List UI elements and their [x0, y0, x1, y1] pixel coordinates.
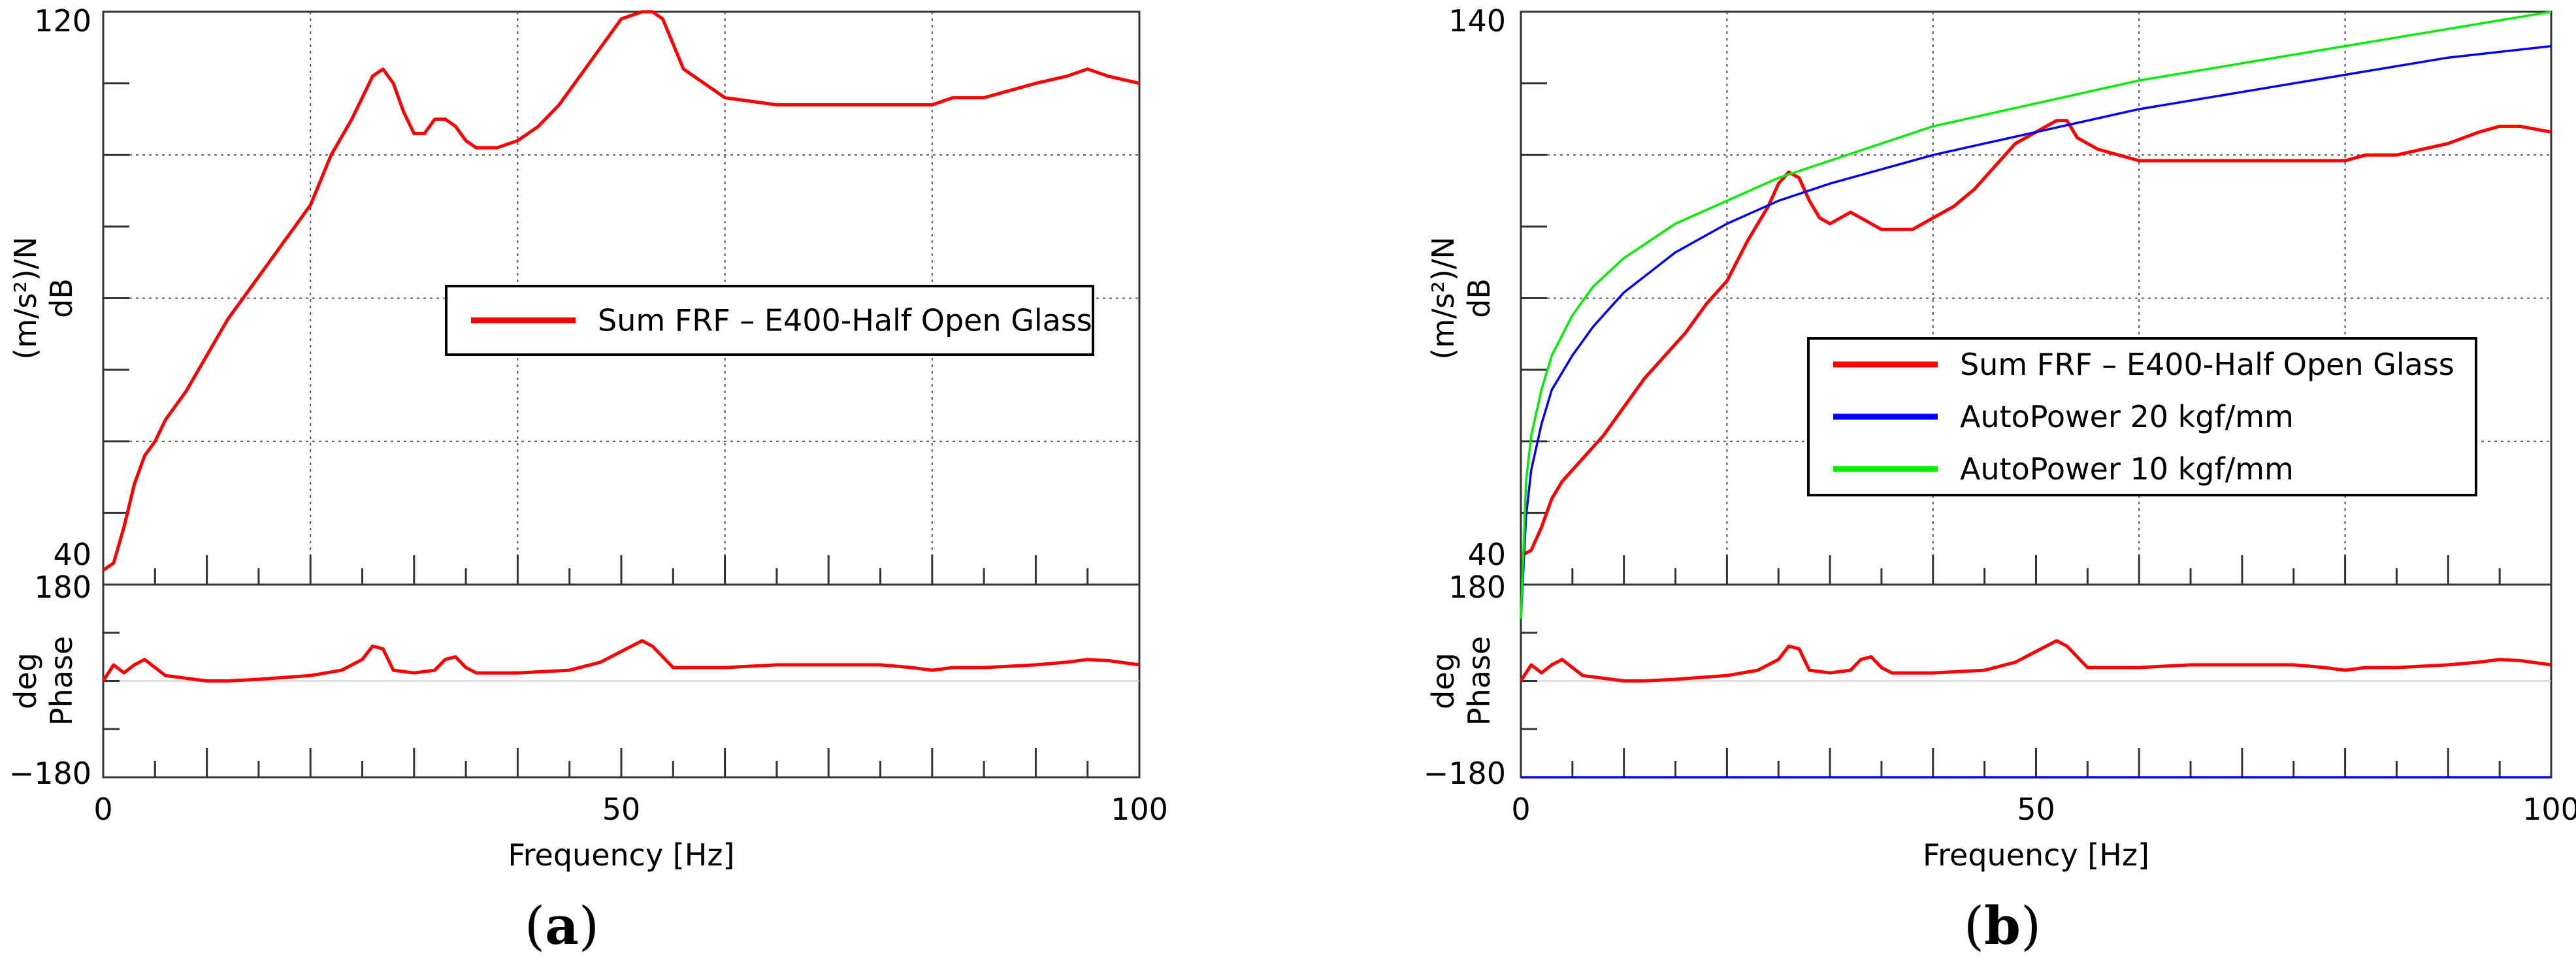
legend-entry-label: Sum FRF – E400-Half Open Glass: [598, 303, 1092, 338]
y-tick-label-top: 120: [34, 3, 91, 39]
phase-y-axis-title-phase: Phase: [1461, 636, 1497, 726]
phase-series-line: [101, 639, 1140, 683]
y-tick-label-bottom: 40: [53, 537, 91, 572]
panel-label: (a): [525, 895, 599, 956]
phase-y-axis-title-unit: deg: [8, 653, 43, 709]
panel-label-letter: a: [545, 895, 579, 956]
panel-label-close-paren: ): [2021, 895, 2041, 956]
magnitude-series-line: [1520, 10, 2552, 619]
phase-tick-label-top: 180: [34, 570, 91, 605]
legend-entry-label: Sum FRF – E400-Half Open Glass: [1960, 347, 2454, 382]
phase-tick-label-top: 180: [1448, 570, 1506, 605]
phase-y-axis-title-phase: Phase: [44, 636, 79, 726]
x-axis-title: Frequency [Hz]: [1923, 837, 2149, 873]
x-tick-label: 100: [1111, 792, 1168, 827]
panel-label: (b): [1964, 895, 2041, 956]
x-tick-label: 50: [2017, 792, 2055, 827]
y-tick-label-bottom: 40: [1467, 537, 1506, 572]
magnitude-series-line: [1520, 44, 2552, 619]
magnitude-y-axis-title-unit: (m/s²)/N: [1426, 236, 1461, 360]
phase-tick-label-bottom: −180: [1424, 756, 1506, 791]
y-tick-label-top: 140: [1448, 3, 1506, 39]
x-tick-label: 0: [1511, 792, 1530, 827]
legend-entry-label: AutoPower 10 kgf/mm: [1960, 451, 2294, 487]
x-axis-title: Frequency [Hz]: [508, 837, 735, 873]
x-tick-label: 100: [2522, 792, 2576, 827]
magnitude-series-line: [1520, 119, 2552, 558]
panel-label-letter: b: [1984, 895, 2021, 956]
phase-tick-label-bottom: −180: [9, 756, 91, 791]
magnitude-series-line: [102, 10, 1140, 572]
magnitude-y-axis-title-db: dB: [44, 278, 79, 318]
magnitude-y-axis-title-db: dB: [1461, 278, 1497, 318]
x-tick-label: 50: [602, 792, 641, 827]
legend: Sum FRF – E400-Half Open Glass AutoPower …: [1807, 337, 2477, 496]
magnitude-y-axis-title-unit: (m/s²)/N: [8, 236, 43, 360]
legend: Sum FRF – E400-Half Open Glass: [445, 285, 1094, 356]
phase-y-axis-title-unit: deg: [1426, 653, 1461, 709]
phase-series-line: [1519, 639, 2552, 683]
x-tick-label: 0: [93, 792, 112, 827]
panel-label-close-paren: ): [579, 895, 599, 956]
legend-entry-label: AutoPower 20 kgf/mm: [1960, 399, 2294, 434]
panel-label-open-paren: (: [1964, 895, 1984, 956]
panel-label-open-paren: (: [525, 895, 545, 956]
